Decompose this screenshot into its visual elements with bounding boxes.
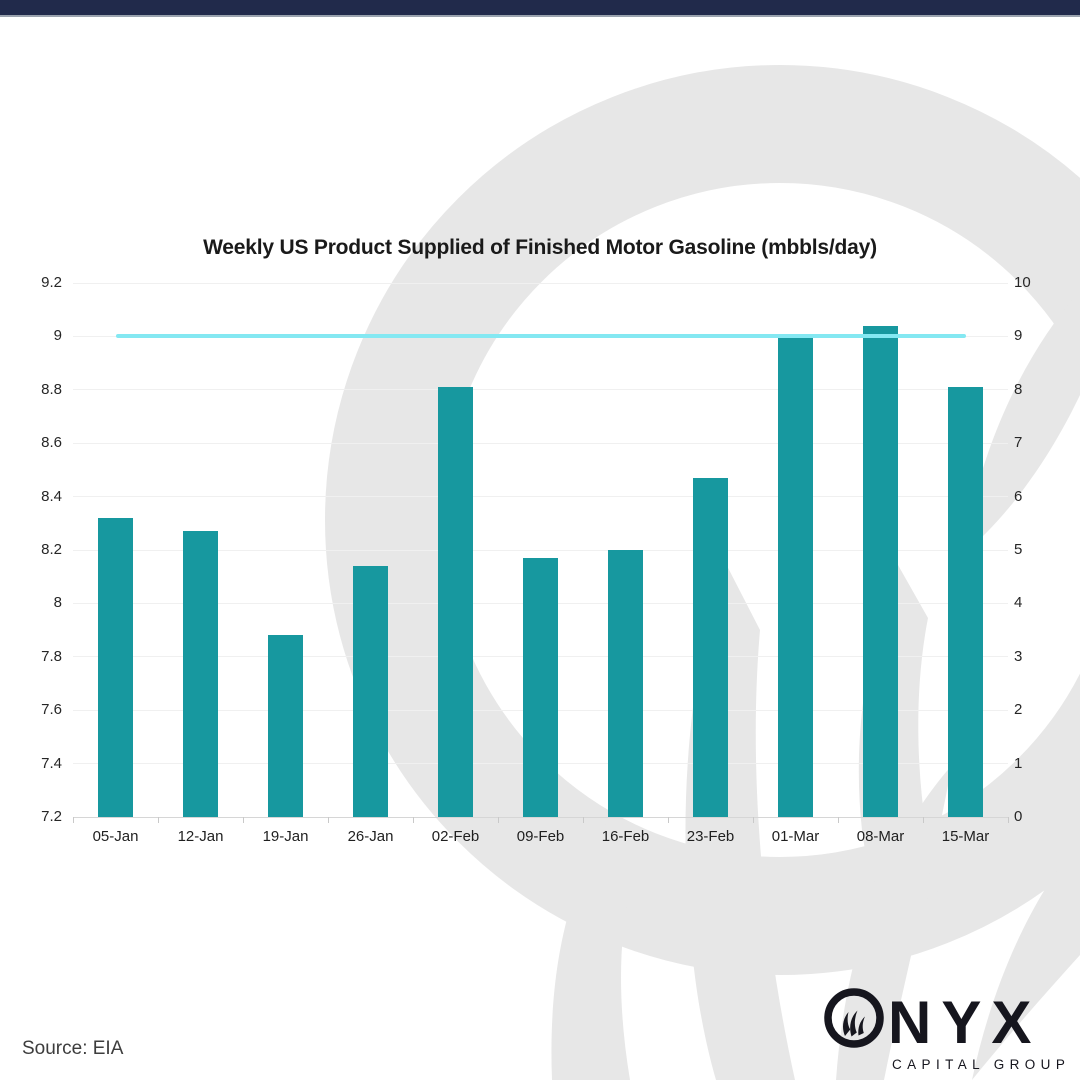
x-tick-label: 08-Mar [856,828,905,845]
watermark-right-sliver [962,290,1080,555]
right-axis-label: 5 [1014,541,1023,558]
right-axis-label: 4 [1014,594,1023,612]
x-tick [667,817,669,823]
right-axis-label: 8 [1014,380,1023,398]
logo-o-ring-and-flame [824,988,884,1048]
bar [863,325,898,817]
x-tick-label: 12-Jan [177,828,224,845]
x-tick [752,817,754,823]
right-axis-label: 1 [1014,754,1023,772]
gridline [73,389,1008,391]
left-axis-label: 7.2 [41,808,62,825]
right-axis-label: 0 [1014,808,1023,825]
x-tick-label: 01-Mar [771,828,820,845]
x-tick [72,817,74,823]
right-axis-label: 6 [1014,487,1023,505]
left-axis-label: 8.4 [41,487,62,505]
x-tick-label: 02-Feb [431,828,480,845]
source-label: Source: EIA [22,1038,124,1059]
right-axis-label: 9 [1014,327,1023,345]
x-tick-label: 16-Feb [601,828,650,845]
gridline [73,549,1008,551]
x-tick-label: 23-Feb [686,828,735,845]
x-tick [497,817,499,823]
x-tick-label: 09-Feb [516,828,565,845]
bar [98,517,133,817]
right-axis-label: 10 [1014,274,1031,291]
x-tick [837,817,839,823]
bar [608,550,643,817]
x-tick [922,817,924,823]
x-tick [157,817,159,823]
x-tick [327,817,329,823]
onyx-logo: NYX CAPITAL GROUP [824,988,1070,1072]
flame-icon [842,1010,865,1037]
x-axis-line [73,817,1008,818]
x-tick [582,817,584,823]
bar [268,635,303,817]
x-tick-label: 15-Mar [941,828,990,845]
x-tick [1007,817,1009,823]
right-axis-label: 2 [1014,701,1023,719]
left-axis-label: 8.2 [41,541,62,558]
x-tick-label: 19-Jan [262,828,309,845]
x-tick-label: 05-Jan [92,828,139,845]
left-axis-label: 7.8 [41,647,62,665]
bar [523,558,558,817]
left-axis-label: 8 [53,594,62,612]
left-axis-label: 8.8 [41,380,62,398]
watermark-leaf [836,765,952,1080]
x-tick-label: 26-Jan [347,828,394,845]
x-tick [242,817,244,823]
watermark-ring [325,65,1080,975]
bar [438,387,473,817]
bar [353,566,388,817]
left-axis-label: 9.2 [41,274,62,291]
left-axis-label: 7.6 [41,701,62,719]
chart-title: Weekly US Product Supplied of Finished M… [203,236,877,259]
left-axis-label: 8.6 [41,434,62,452]
top-accent-bar [0,0,1080,17]
bar [778,333,813,817]
gridline [73,282,1008,284]
right-axis-label: 3 [1014,647,1023,665]
bar [693,477,728,817]
logo-letters: NYX [888,989,1041,1056]
logo-ring [824,988,884,1048]
logo-subtitle: CAPITAL GROUP [892,1057,1070,1072]
bar [948,387,983,817]
left-axis-label: 9 [53,327,62,345]
left-axis-label: 7.4 [41,754,62,772]
gridline [73,496,1008,498]
bar [183,531,218,817]
watermark-leaf [972,840,1080,1080]
reference-line [115,334,966,339]
right-axis-label: 7 [1014,434,1023,452]
gridline [73,442,1008,444]
x-tick [412,817,414,823]
watermark-leaf [551,820,645,1080]
